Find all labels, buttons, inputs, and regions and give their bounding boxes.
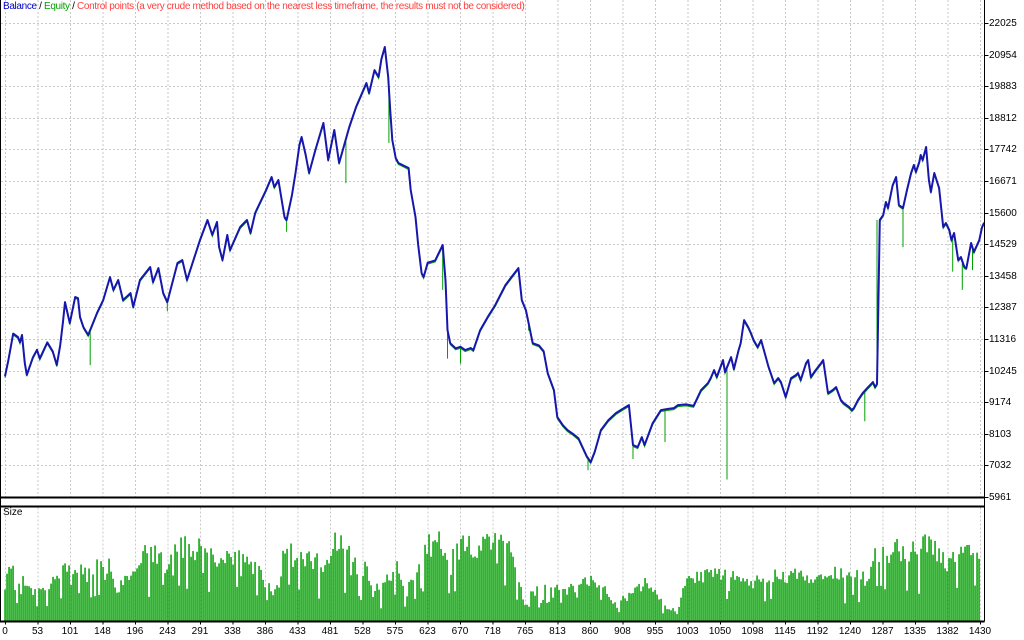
x-axis-label: 908 <box>614 626 631 637</box>
x-axis-label: 1003 <box>676 626 699 637</box>
chart-legend: Balance / Equity / Control points (a ver… <box>3 1 525 12</box>
legend-equity-label: Equity <box>44 1 70 12</box>
x-axis-label: 338 <box>224 626 241 637</box>
y-axis-label: 20954 <box>989 49 1017 61</box>
x-axis-label: 1145 <box>774 626 796 637</box>
x-axis-label: 670 <box>451 626 469 637</box>
y-axis-label: 15600 <box>989 207 1017 219</box>
y-axis-label: 5961 <box>989 491 1012 503</box>
x-axis-label: 481 <box>321 626 339 637</box>
x-axis-label: 575 <box>386 626 404 637</box>
x-axis-label: 860 <box>581 626 599 637</box>
legend-balance-label: Balance <box>3 1 37 12</box>
legend-control-points-note: Control points (a very crude method base… <box>77 1 525 12</box>
x-axis-label: 1287 <box>871 626 894 637</box>
x-axis-label: 386 <box>256 626 274 637</box>
y-axis-label: 16671 <box>989 175 1017 187</box>
x-axis-label: 1050 <box>708 626 732 637</box>
x-axis-label: 813 <box>549 626 566 637</box>
x-axis-label: 1335 <box>903 626 927 637</box>
y-axis-label: 11316 <box>989 333 1017 345</box>
x-axis-label: 1098 <box>741 626 764 637</box>
x-axis-label: 718 <box>484 626 501 637</box>
y-axis-label: 7032 <box>989 459 1012 471</box>
y-axis-label: 18812 <box>989 112 1017 124</box>
x-axis-label: 101 <box>61 626 79 637</box>
x-axis-label: 53 <box>31 626 44 637</box>
size-panel-label: Size <box>3 507 23 518</box>
y-axis-label: 9174 <box>989 396 1012 408</box>
x-axis-label: 291 <box>191 626 209 637</box>
y-axis-label: 17742 <box>989 143 1017 155</box>
x-axis-label: 1240 <box>838 626 862 637</box>
y-axis-label: 12387 <box>989 301 1017 313</box>
x-axis-label: 955 <box>646 626 664 637</box>
x-axis-label: 433 <box>289 626 306 637</box>
legend-separator: / <box>69 1 77 12</box>
y-axis-label: 13458 <box>989 270 1017 282</box>
x-axis-label: 1382 <box>936 626 959 637</box>
x-axis-label: 1430 <box>968 626 992 637</box>
y-axis-label: 10245 <box>989 365 1017 377</box>
legend-separator: / <box>36 1 44 12</box>
x-axis-label: 148 <box>94 626 111 637</box>
y-axis-label: 19883 <box>989 80 1017 92</box>
x-axis-label: 1192 <box>806 626 829 637</box>
y-axis-label: 14529 <box>989 238 1017 250</box>
y-axis-label: 8103 <box>989 428 1012 440</box>
x-axis-label: 623 <box>419 626 436 637</box>
y-axis-label: 22025 <box>989 17 1017 29</box>
x-axis-label: 196 <box>126 626 144 637</box>
x-axis-label: 765 <box>516 626 534 637</box>
x-axis-label: 528 <box>354 626 371 637</box>
x-axis-label: 0 <box>2 626 8 637</box>
x-axis-label: 243 <box>159 626 176 637</box>
